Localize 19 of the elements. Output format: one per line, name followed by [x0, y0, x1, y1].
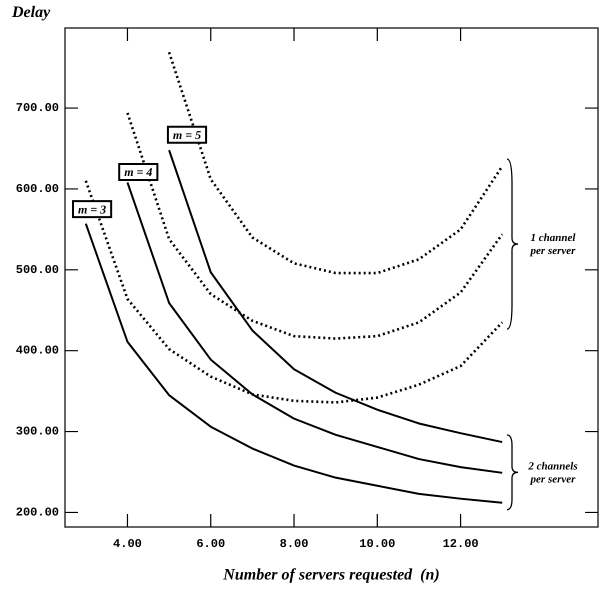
annotation: m = 5: [172, 128, 202, 142]
x-tick-label: 6.00: [196, 537, 226, 552]
x-axis-title: Number of servers requested (n): [222, 566, 440, 584]
x-tick-label: 8.00: [280, 537, 308, 552]
annotation: 1 channel per server: [530, 232, 576, 258]
x-tick-label: 10.00: [359, 537, 396, 552]
y-tick-label: 400.00: [16, 344, 59, 358]
y-axis-title: Delay: [11, 4, 52, 22]
y-tick-label: 500.00: [16, 262, 59, 277]
y-tick-label: 200.00: [16, 505, 59, 520]
annotation: 2 channels per server: [527, 460, 578, 486]
y-tick-label: 600.00: [16, 182, 59, 196]
annotation: m = 4: [124, 165, 152, 180]
y-tick-label: 300.00: [16, 424, 59, 439]
x-tick-label: 12.00: [442, 537, 479, 552]
line-series: [168, 50, 504, 274]
x-tick-label: 4.00: [113, 537, 142, 552]
annotation: m = 3: [78, 202, 106, 216]
y-tick-label: 700.00: [16, 101, 59, 116]
